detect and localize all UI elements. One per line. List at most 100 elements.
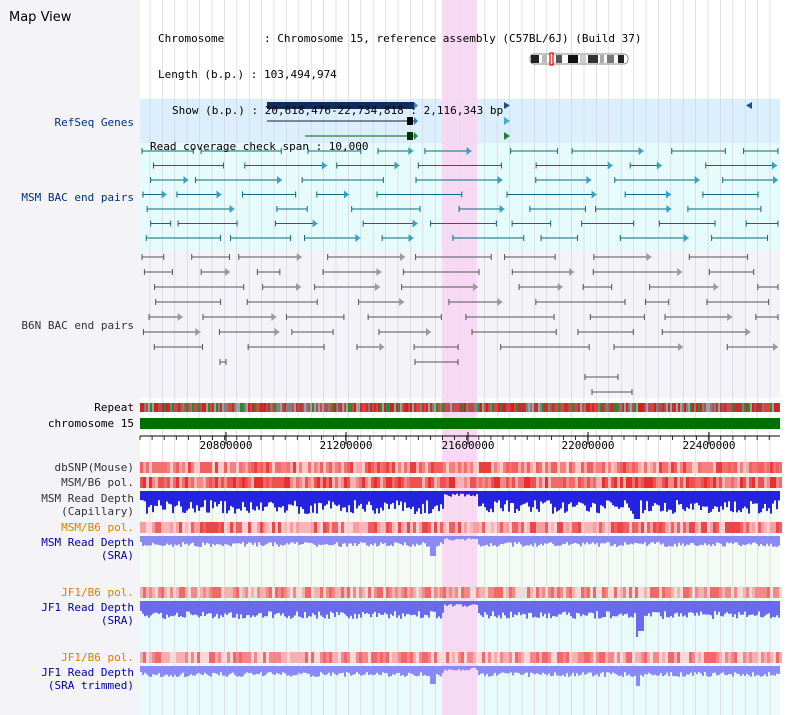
heat-cell	[311, 462, 314, 473]
jf1-b6-pol-track-2[interactable]	[140, 652, 782, 663]
depth-bar	[594, 601, 596, 619]
depth-bar	[752, 601, 754, 615]
heat-cell	[389, 587, 392, 598]
depth-bar	[706, 601, 708, 615]
msm-bac-track[interactable]	[141, 147, 779, 242]
depth-bar	[698, 601, 700, 616]
info-coverage: Read coverage check span : 10,000	[150, 140, 369, 153]
chromosome-bar[interactable]	[140, 418, 780, 429]
repeat-segment	[184, 403, 186, 412]
repeat-segment	[756, 403, 758, 412]
heat-cell	[221, 652, 224, 663]
depth-bar	[368, 536, 370, 547]
jf1-b6-pol-track[interactable]	[140, 587, 782, 598]
heat-cell	[770, 477, 773, 488]
repeat-segment	[390, 403, 392, 412]
depth-bar	[242, 491, 244, 502]
msm-b6-pol-track-2[interactable]	[140, 522, 782, 533]
heat-cell	[689, 477, 692, 488]
heat-cell	[596, 652, 599, 663]
repeat-segment	[310, 403, 312, 412]
refseq-gene-block[interactable]	[267, 102, 414, 109]
depth-bar	[226, 601, 228, 615]
chromosome-ideogram[interactable]	[528, 52, 632, 66]
heat-cell	[641, 587, 644, 598]
heat-cell	[179, 652, 182, 663]
heat-cell	[320, 587, 323, 598]
depth-bar	[360, 536, 362, 543]
refseq-genes-label[interactable]: RefSeq Genes	[54, 116, 134, 129]
depth-bar	[686, 666, 688, 675]
heat-cell	[563, 477, 566, 488]
depth-bar	[278, 536, 280, 547]
heat-cell	[662, 477, 665, 488]
heat-cell	[479, 522, 482, 533]
depth-bar	[596, 536, 598, 543]
depth-bar	[378, 666, 380, 675]
depth-bar	[180, 491, 182, 507]
repeat-segment	[640, 403, 642, 412]
msm-read-depth-sra-track[interactable]	[140, 536, 780, 556]
depth-bar	[170, 601, 172, 616]
depth-bar	[324, 666, 326, 676]
depth-bar	[372, 536, 374, 546]
depth-bar	[512, 536, 514, 547]
depth-bar	[560, 666, 562, 676]
depth-bar	[186, 601, 188, 612]
jf1-read-depth-sra-trimmed-track[interactable]	[140, 666, 780, 686]
heat-cell	[599, 462, 602, 473]
heat-cell	[386, 587, 389, 598]
depth-bar	[486, 536, 488, 545]
repeat-segment	[216, 403, 218, 412]
heat-cell	[161, 477, 164, 488]
depth-bar	[264, 601, 266, 617]
heat-cell	[422, 587, 425, 598]
depth-bar	[422, 601, 424, 618]
depth-bar	[576, 491, 578, 505]
depth-bar	[350, 536, 352, 544]
heat-cell	[338, 587, 341, 598]
msm-read-depth-capillary-track[interactable]	[140, 491, 780, 519]
depth-bar	[598, 491, 600, 514]
depth-bar	[388, 666, 390, 677]
heat-cell	[260, 462, 263, 473]
heat-cell	[365, 587, 368, 598]
heat-cell	[635, 522, 638, 533]
msm-b6-pol-track[interactable]	[140, 477, 782, 488]
heat-cell	[308, 522, 311, 533]
track-label-sidebar	[0, 0, 140, 715]
heat-cell	[470, 587, 473, 598]
repeat-segment	[486, 403, 488, 412]
heat-cell	[398, 522, 401, 533]
msm-bac-label[interactable]: MSM BAC end pairs	[21, 191, 134, 204]
depth-bar	[144, 536, 146, 546]
b6n-bac-label[interactable]: B6N BAC end pairs	[21, 319, 134, 332]
heat-cell	[185, 652, 188, 663]
depth-bar	[686, 601, 688, 618]
repeat-track[interactable]	[140, 403, 780, 412]
depth-bar	[672, 601, 674, 618]
depth-bar	[706, 666, 708, 677]
repeat-segment	[532, 403, 534, 412]
repeat-segment	[478, 403, 480, 412]
depth-bar	[362, 536, 364, 543]
b6n-bac-track[interactable]	[141, 253, 779, 395]
depth-bar	[748, 601, 750, 616]
jf1-read-depth-sra-track[interactable]	[140, 601, 780, 637]
depth-bar	[584, 491, 586, 506]
depth-bar	[296, 666, 298, 675]
depth-bar	[742, 666, 744, 675]
depth-bar	[736, 491, 738, 513]
depth-bar	[252, 536, 254, 545]
heat-cell	[314, 522, 317, 533]
heat-cell	[299, 522, 302, 533]
depth-bar	[678, 666, 680, 677]
dbsnp-track[interactable]	[140, 462, 782, 473]
depth-bar	[570, 536, 572, 545]
heat-cell	[260, 652, 263, 663]
heat-cell	[491, 462, 494, 473]
depth-bar	[500, 601, 502, 619]
heat-cell	[455, 587, 458, 598]
heat-cell	[470, 462, 473, 473]
